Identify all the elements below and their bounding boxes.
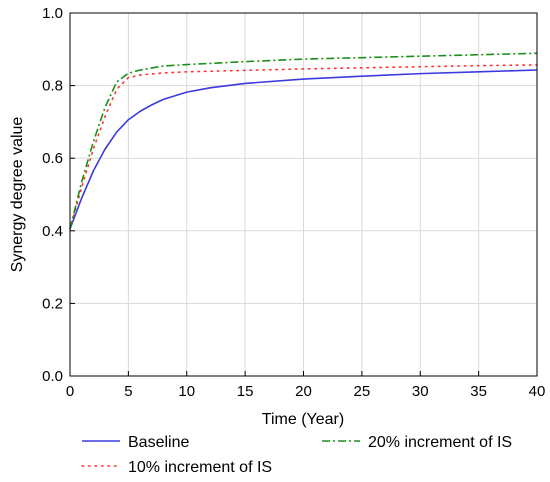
legend-label-baseline: Baseline <box>128 434 189 451</box>
y-tick-label: 0.2 <box>42 295 63 312</box>
grid-layer <box>69 12 538 377</box>
baseline-line <box>69 69 538 230</box>
legend-label-20pct: 20% increment of IS <box>368 434 512 451</box>
legend-label-10pct: 10% increment of IS <box>128 459 272 476</box>
y-tick-label: 0.8 <box>42 78 63 95</box>
x-tick-label: 35 <box>470 383 487 400</box>
x-axis-title: Time (Year) <box>262 411 344 428</box>
y-tick-label: 0.4 <box>42 223 63 240</box>
y-tick-label: 1.0 <box>42 5 63 22</box>
series-layer <box>69 52 538 230</box>
x-tick-label: 10 <box>178 383 195 400</box>
y-tick-label: 0.0 <box>42 368 63 385</box>
x-tick-label: 5 <box>124 383 132 400</box>
x-tick-label: 30 <box>412 383 429 400</box>
tick-layer: 0 5 10 15 20 25 30 35 40 0.0 0.2 0.4 0.6 0.8 1.0 <box>42 5 545 400</box>
legend: Baseline 10% increment of IS 20% increme… <box>81 434 512 476</box>
y-tick-label: 0.6 <box>42 150 63 167</box>
y-axis-title: Synergy degree value <box>9 117 26 273</box>
x-tick-label: 20 <box>295 383 312 400</box>
x-tick-label: 0 <box>66 383 74 400</box>
twenty-percent-line <box>69 52 538 230</box>
x-tick-label: 40 <box>529 383 546 400</box>
x-tick-label: 25 <box>354 383 371 400</box>
ten-percent-line <box>69 64 538 230</box>
x-tick-label: 15 <box>237 383 254 400</box>
